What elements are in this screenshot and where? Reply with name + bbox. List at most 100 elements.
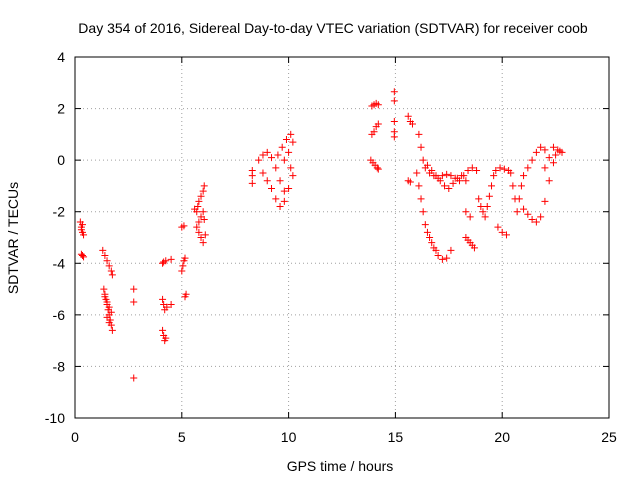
data-point <box>181 254 189 262</box>
data-point <box>201 231 209 239</box>
data-point <box>107 308 115 316</box>
data-point <box>100 285 108 293</box>
data-point <box>370 128 378 136</box>
data-point <box>477 203 485 211</box>
data-point <box>558 148 566 156</box>
data-point <box>159 295 167 303</box>
data-point <box>528 215 536 223</box>
data-point <box>180 222 188 230</box>
data-point <box>390 97 398 105</box>
y-tick-label: 0 <box>57 152 65 168</box>
data-point <box>259 151 267 159</box>
data-point <box>167 301 175 309</box>
data-point <box>545 154 553 162</box>
data-point <box>268 185 276 193</box>
data-point <box>509 182 517 190</box>
data-point <box>453 174 461 182</box>
data-point <box>507 169 515 177</box>
data-point <box>520 205 528 213</box>
series-arc-4 <box>130 285 138 382</box>
data-point <box>513 208 521 216</box>
data-point <box>197 192 205 200</box>
data-point <box>159 326 167 334</box>
data-point <box>470 244 478 252</box>
data-point <box>520 172 528 180</box>
data-point <box>263 148 271 156</box>
y-tick-label: 2 <box>57 101 65 117</box>
data-point <box>191 205 199 213</box>
series-arc-1b <box>77 250 88 261</box>
data-point <box>483 203 491 211</box>
data-point <box>199 208 207 216</box>
data-point <box>105 319 113 327</box>
data-point <box>552 151 560 159</box>
data-point <box>162 257 170 265</box>
data-point <box>178 267 186 275</box>
data-point <box>496 164 504 172</box>
data-point <box>494 223 502 231</box>
data-point <box>549 159 557 167</box>
data-point <box>428 239 436 247</box>
data-point <box>268 154 276 162</box>
data-point <box>103 313 111 321</box>
data-point <box>423 161 431 169</box>
series-arc-12 <box>415 130 481 185</box>
data-point <box>108 271 116 279</box>
series-arc-8 <box>248 130 297 211</box>
data-point <box>468 164 476 172</box>
data-point <box>438 255 446 263</box>
x-tick-label: 15 <box>388 429 404 445</box>
data-point <box>78 252 86 260</box>
data-point <box>255 156 263 164</box>
data-point <box>285 185 293 193</box>
x-tick-label: 0 <box>71 429 79 445</box>
data-point <box>390 117 398 125</box>
y-tick-label: -10 <box>45 410 65 426</box>
data-point <box>130 298 138 306</box>
data-point <box>443 254 451 262</box>
series-arc-15 <box>462 208 478 252</box>
grid-lines <box>75 57 609 418</box>
data-point <box>248 172 256 180</box>
data-point <box>390 133 398 141</box>
series-arc-16 <box>475 164 513 239</box>
x-tick-label: 5 <box>178 429 186 445</box>
data-point <box>287 130 295 138</box>
series-arc-10 <box>390 88 398 141</box>
data-point <box>107 267 115 275</box>
series-arc-13 <box>413 169 455 263</box>
data-point <box>517 182 525 190</box>
y-tick-label: -8 <box>53 358 66 374</box>
data-point <box>278 143 286 151</box>
data-point <box>421 221 429 229</box>
data-point <box>481 213 489 221</box>
data-point <box>101 252 109 260</box>
data-point <box>408 120 416 128</box>
data-point <box>434 252 442 260</box>
data-point <box>515 195 523 203</box>
data-point <box>276 203 284 211</box>
data-point <box>193 223 201 231</box>
series-arc-2 <box>99 246 116 279</box>
data-point <box>436 177 444 185</box>
data-point <box>419 208 427 216</box>
data-point <box>524 164 532 172</box>
data-point <box>449 179 457 187</box>
data-point <box>199 239 207 247</box>
data-point <box>200 215 208 223</box>
data-point <box>537 143 545 151</box>
data-point <box>475 195 483 203</box>
data-point <box>282 136 290 144</box>
data-point <box>80 253 88 261</box>
data-point <box>488 182 496 190</box>
y-tick-label: 4 <box>57 49 65 65</box>
data-point <box>532 148 540 156</box>
x-axis-label: GPS time / hours <box>287 458 394 474</box>
plot-border <box>74 56 610 419</box>
data-point <box>197 234 205 241</box>
data-point <box>432 246 440 254</box>
y-axis-label: SDTVAR / TECUs <box>5 182 21 294</box>
data-point <box>287 164 295 172</box>
data-point <box>199 187 207 195</box>
series-arc-7 <box>191 182 209 247</box>
